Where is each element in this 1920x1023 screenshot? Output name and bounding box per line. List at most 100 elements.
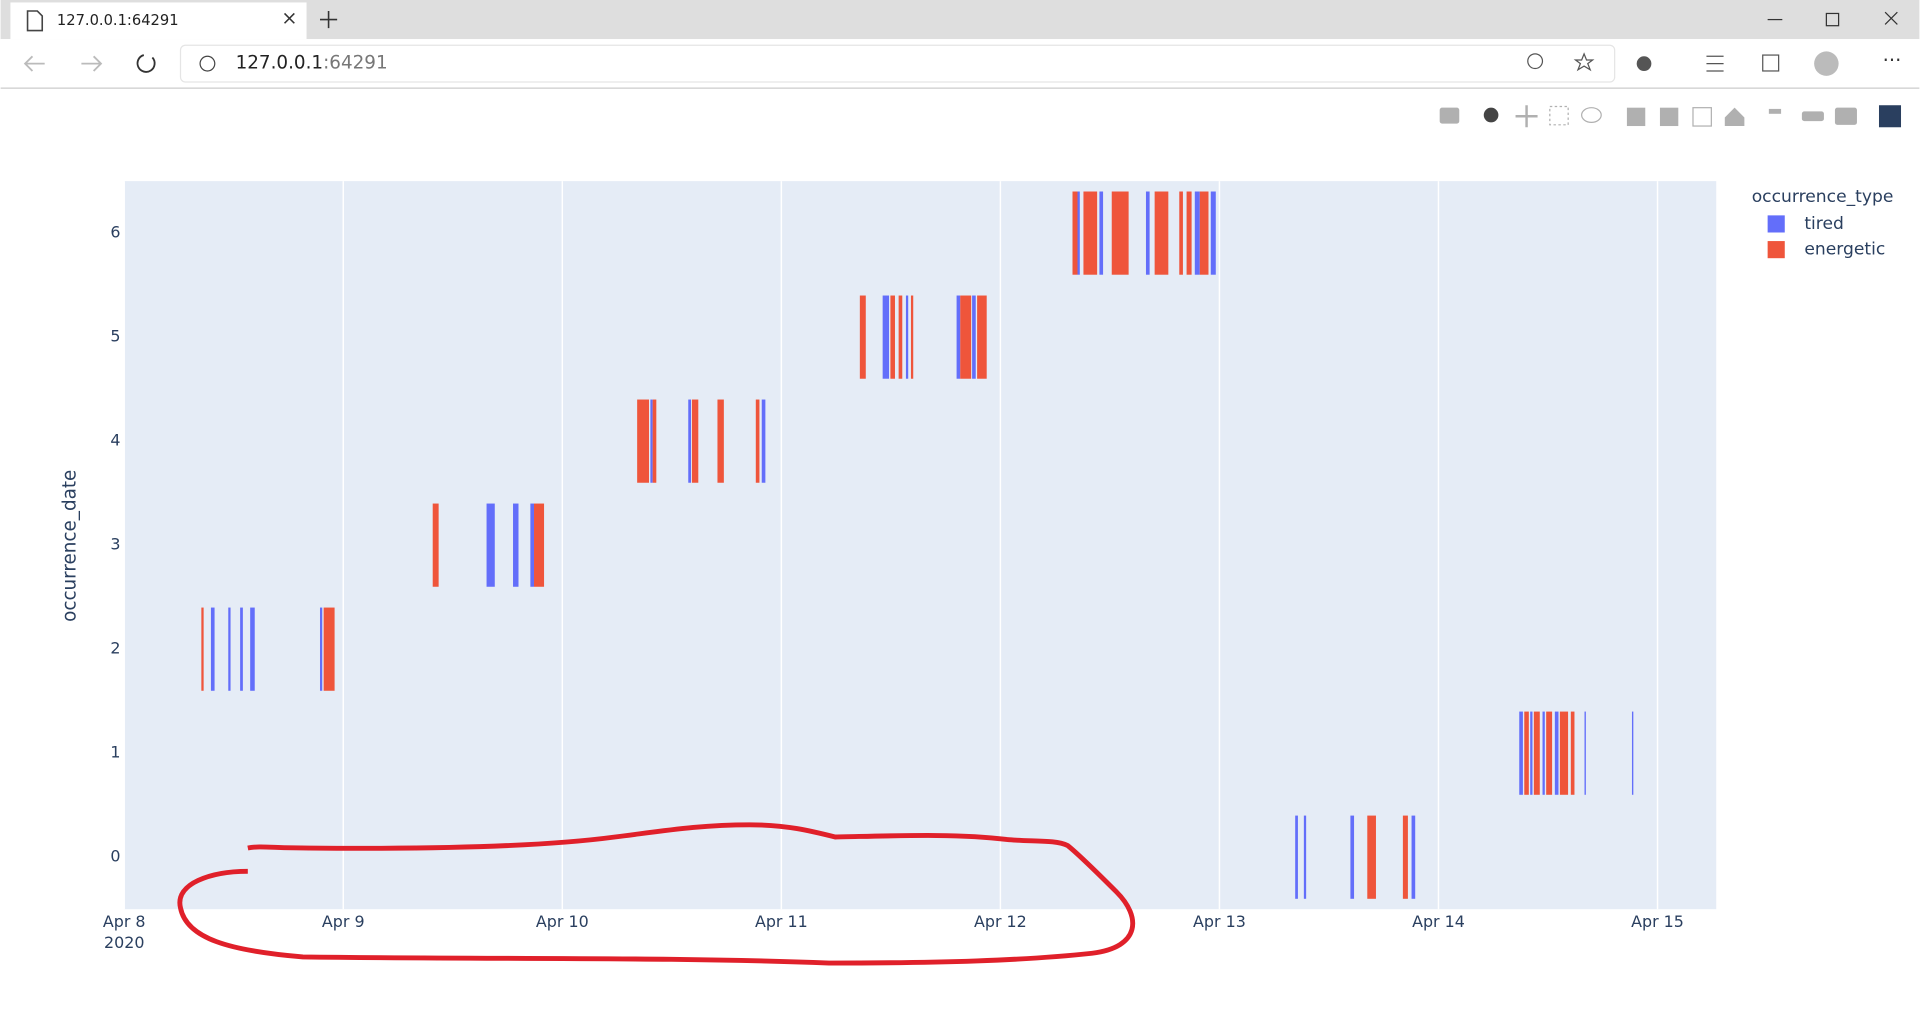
bar (905, 295, 909, 379)
modebar-zoom-out[interactable] (1659, 107, 1679, 127)
bar (1631, 711, 1634, 795)
modebar-reset[interactable] (1724, 107, 1745, 127)
x-tick-label: Apr 8 (103, 912, 146, 931)
modebar-spike[interactable] (1768, 108, 1782, 114)
back[interactable] (23, 55, 45, 72)
bar (1546, 711, 1553, 795)
bar (1099, 191, 1104, 275)
url-host: 127.0.0.1 (236, 53, 324, 74)
bar (250, 607, 255, 691)
bar (1530, 711, 1533, 795)
bar (637, 399, 650, 483)
bar (1199, 191, 1209, 275)
bar (691, 399, 699, 483)
bar (977, 295, 987, 379)
close-window[interactable] (1884, 11, 1898, 25)
x-tick-label: Apr 14 (1412, 912, 1465, 931)
modebar-camera[interactable] (1439, 107, 1460, 124)
hand-drawn-annotation (177, 822, 1135, 966)
y-axis-title: occurrence_date (59, 470, 80, 622)
favorite[interactable] (1573, 52, 1595, 72)
bar (319, 607, 323, 691)
url: 127.0.0.1:64291 (236, 53, 388, 74)
tab-close[interactable] (283, 12, 295, 24)
bar (534, 503, 545, 587)
x-tick-label: Apr 12 (974, 912, 1027, 931)
bar (960, 295, 972, 379)
bar (1570, 711, 1575, 795)
x-tick-label: Apr 10 (536, 912, 589, 931)
modebar-hover-closest[interactable] (1801, 111, 1824, 122)
favorites[interactable] (1706, 55, 1724, 72)
modebar-zoom[interactable] (1483, 107, 1499, 123)
y-tick-label: 0 (110, 847, 120, 866)
bar (859, 295, 866, 379)
bar (1542, 711, 1545, 795)
x-tick-label: Apr 15 (1631, 912, 1684, 931)
forward[interactable] (81, 55, 103, 72)
modebar-select[interactable] (1549, 105, 1569, 126)
modebar-lasso[interactable] (1581, 107, 1602, 123)
y-tick-label: 1 (110, 743, 120, 762)
bar (1210, 191, 1216, 275)
bar (1077, 191, 1080, 275)
y-tick-label: 5 (110, 327, 120, 346)
bar (688, 399, 691, 483)
extension[interactable] (1636, 56, 1652, 71)
y-tick-label: 6 (110, 223, 120, 242)
bar (882, 295, 890, 379)
bar (717, 399, 724, 483)
collections[interactable] (1762, 54, 1780, 72)
reload[interactable] (136, 54, 156, 73)
bar (972, 295, 976, 379)
legend-label: energetic (1804, 240, 1885, 260)
bar (1186, 191, 1192, 275)
bar (1295, 815, 1298, 899)
bar (201, 607, 204, 691)
bar (1524, 711, 1529, 795)
bar (1367, 815, 1376, 899)
legend-label: tired (1804, 214, 1844, 234)
bar (956, 295, 961, 379)
zoom-icon[interactable] (1527, 53, 1544, 70)
legend-swatch (1767, 215, 1785, 233)
bar (1402, 815, 1408, 899)
modebar-zoom-in[interactable] (1626, 107, 1646, 127)
bar (1411, 815, 1416, 899)
x-tick-label: Apr 13 (1193, 912, 1246, 931)
bar (432, 503, 439, 587)
new-tab[interactable] (320, 11, 338, 29)
bar (1584, 711, 1586, 795)
bar (210, 607, 215, 691)
bar (1154, 191, 1169, 275)
tab[interactable] (10, 2, 307, 40)
modebar-logo[interactable] (1878, 105, 1902, 128)
bar (652, 399, 657, 483)
address-bar[interactable] (179, 44, 1616, 83)
restore[interactable] (1825, 12, 1840, 27)
x-tick-label: Apr 11 (755, 912, 808, 931)
tab-icon (26, 10, 44, 32)
x-tick-year: 2020 (104, 933, 144, 952)
y-tick-label: 2 (110, 639, 120, 658)
bar (910, 295, 914, 379)
modebar-hover-compare[interactable] (1834, 107, 1857, 125)
legend-title: occurrence_type (1752, 187, 1894, 207)
url-port: :64291 (323, 53, 388, 74)
plot: Apr 8 2020 Apr 9 Apr 10 Apr 11 Apr 12 Apr 13 Ap… (103, 181, 1684, 952)
bar (240, 607, 243, 691)
y-tick-label: 4 (110, 431, 120, 450)
bar (1303, 815, 1307, 899)
plot-modebar (1439, 105, 1902, 128)
bar (1111, 191, 1129, 275)
bar (1072, 191, 1078, 275)
modebar-autoscale[interactable] (1692, 107, 1712, 127)
bar (761, 399, 766, 483)
bar (650, 399, 653, 483)
profile[interactable] (1814, 51, 1839, 76)
modebar-pan[interactable] (1515, 105, 1538, 128)
menu[interactable]: ··· (1883, 49, 1902, 72)
site-info[interactable] (199, 55, 216, 72)
bar (898, 295, 903, 379)
